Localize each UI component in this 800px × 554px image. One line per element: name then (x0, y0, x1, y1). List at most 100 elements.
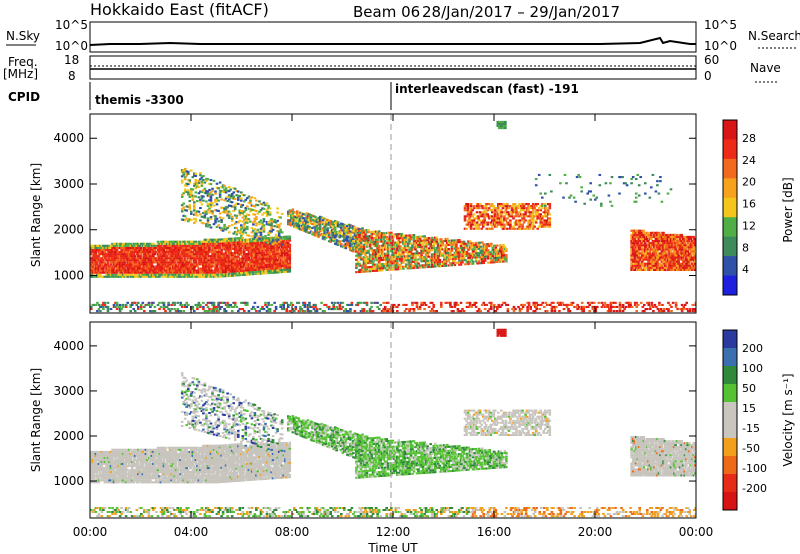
scatter-cell (516, 205, 520, 208)
scatter-cell (467, 242, 470, 245)
scatter-cell (229, 239, 232, 242)
scatter-cell (501, 221, 505, 224)
scatter-cell (176, 265, 179, 268)
scatter-cell (477, 203, 480, 206)
scatter-cell (475, 221, 479, 224)
scatter-cell (271, 247, 275, 250)
scatter-cell (373, 243, 376, 246)
scatter-cell (270, 230, 273, 233)
scatter-cell (177, 263, 181, 266)
scatter-cell (199, 249, 202, 252)
scatter-cell (397, 257, 401, 260)
scatter-cell (249, 273, 252, 276)
scatter-cell (374, 249, 378, 252)
scatter-cell (183, 242, 187, 245)
scatter-cell (630, 229, 633, 232)
scatter-cell (91, 275, 95, 278)
scatter-cell (465, 254, 469, 257)
scatter-cell (229, 270, 232, 273)
scatter-cell (651, 240, 655, 243)
scatter-cell (273, 263, 276, 266)
scatter-cell (227, 258, 231, 261)
scatter-cell (488, 251, 491, 254)
scatter-cell (391, 254, 395, 257)
scatter-cell (637, 248, 641, 251)
scatter-cell (256, 260, 260, 263)
scatter-cell (647, 242, 650, 245)
scatter-cell (214, 238, 217, 241)
scatter-cell (374, 238, 378, 241)
scatter-cell (206, 255, 210, 258)
scatter-cell (226, 226, 229, 229)
scatter-cell (494, 223, 497, 226)
scatter-cell (299, 228, 302, 231)
scatter-cell (223, 225, 226, 228)
scatter-cell (159, 253, 163, 256)
scatter-cell (217, 187, 220, 190)
scatter-cell (642, 268, 646, 271)
scatter-cell (173, 240, 176, 243)
scatter-cell (164, 257, 167, 260)
scatter-cell (130, 275, 134, 278)
scatter-cell (631, 233, 635, 236)
scatter-cell (421, 256, 425, 259)
scatter-cell (221, 240, 225, 243)
scatter-cell (185, 217, 188, 220)
scatter-cell (200, 244, 204, 247)
scatter-cell (509, 223, 512, 226)
scatter-cell (112, 253, 116, 256)
scatter-cell (167, 257, 170, 260)
scatter-cell (481, 207, 485, 210)
scatter-cell (224, 246, 228, 249)
scatter-cell (218, 267, 222, 270)
scatter-cell (267, 267, 270, 270)
scatter-cell (636, 233, 639, 236)
scatter-cell (458, 259, 461, 262)
scatter-cell (657, 256, 661, 259)
scatter-cell (205, 177, 208, 180)
scatter-cell (180, 273, 184, 276)
scatter-cell (645, 254, 649, 257)
scatter-cell (282, 240, 285, 243)
scatter-cell (333, 226, 337, 229)
scatter-cell (440, 238, 443, 241)
scatter-cell (235, 214, 238, 217)
scatter-cell (193, 203, 196, 206)
scatter-cell (126, 263, 129, 266)
scatter-cell (190, 190, 193, 193)
scatter-cell (282, 238, 285, 241)
scatter-cell (168, 275, 172, 278)
scatter-cell (233, 187, 237, 190)
scatter-cell (303, 221, 307, 224)
scatter-cell (403, 242, 407, 245)
scatter-cell (182, 218, 185, 221)
scatter-cell (415, 242, 419, 245)
scatter-cell (252, 252, 255, 255)
scatter-cell (639, 235, 642, 238)
scatter-cell (171, 261, 175, 264)
scatter-cell (203, 210, 207, 213)
scatter-cell (636, 246, 639, 249)
scatter-cell (203, 257, 207, 260)
scatter-cell (270, 251, 273, 254)
scatter-cell (215, 259, 219, 262)
scatter-cell (631, 266, 635, 269)
scatter-cell (227, 231, 231, 234)
scatter-cell (367, 257, 370, 260)
scatter-cell (379, 232, 382, 235)
scatter-cell (522, 215, 526, 218)
scatter-cell (168, 246, 172, 249)
scatter-cell (518, 223, 521, 226)
scatter-cell (259, 233, 263, 236)
scatter-cell (411, 260, 414, 263)
scatter-cell (232, 209, 235, 212)
scatter-cell (403, 240, 407, 243)
scatter-cell (273, 248, 276, 251)
scatter-cell (273, 242, 276, 245)
scatter-cell (262, 266, 266, 269)
scatter-cell (244, 207, 248, 210)
scatter-cell (214, 200, 217, 203)
scatter-cell (515, 205, 518, 208)
scatter-cell (494, 225, 497, 228)
scatter-cell (485, 247, 488, 250)
